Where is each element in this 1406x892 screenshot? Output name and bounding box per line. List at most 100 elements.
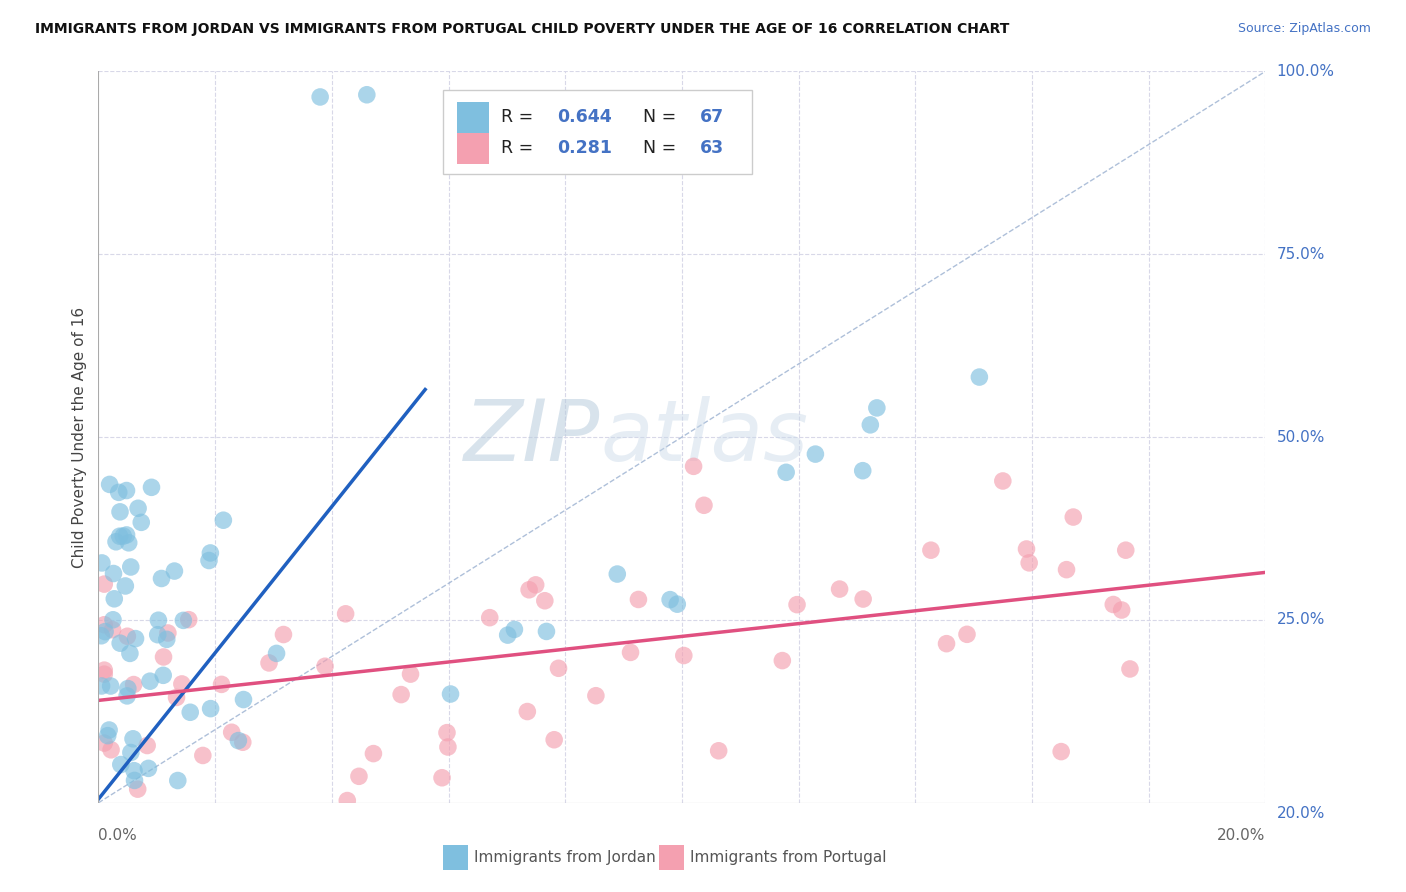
- Text: 100.0%: 100.0%: [1277, 64, 1334, 78]
- Point: [1050, 745, 1073, 759]
- Point: [122, 677, 145, 691]
- Point: [152, 650, 174, 665]
- Point: [1056, 563, 1078, 577]
- Point: [124, 632, 146, 646]
- Point: [585, 689, 607, 703]
- Point: [356, 87, 378, 102]
- Text: IMMIGRANTS FROM JORDAN VS IMMIGRANTS FROM PORTUGAL CHILD POVERTY UNDER THE AGE O: IMMIGRANTS FROM JORDAN VS IMMIGRANTS FRO…: [35, 22, 1010, 37]
- Point: [107, 485, 129, 500]
- Point: [166, 690, 188, 705]
- Point: [172, 613, 194, 627]
- Point: [110, 757, 132, 772]
- Text: 0.644: 0.644: [557, 109, 612, 127]
- Point: [1018, 556, 1040, 570]
- Point: [221, 725, 243, 739]
- Point: [503, 623, 526, 637]
- Text: 75.0%: 75.0%: [1277, 247, 1324, 261]
- Y-axis label: Child Poverty Under the Age of 16: Child Poverty Under the Age of 16: [72, 307, 87, 567]
- Point: [920, 543, 942, 558]
- Point: [1111, 603, 1133, 617]
- Point: [212, 513, 235, 527]
- Text: Immigrants from Jordan: Immigrants from Jordan: [474, 850, 657, 865]
- Text: 63: 63: [699, 139, 724, 157]
- Point: [124, 773, 146, 788]
- Point: [666, 597, 689, 611]
- Text: R =: R =: [501, 139, 538, 157]
- Point: [707, 744, 730, 758]
- Point: [619, 645, 641, 659]
- Point: [1119, 662, 1142, 676]
- Point: [93, 617, 115, 632]
- Point: [496, 628, 519, 642]
- Point: [100, 679, 122, 693]
- Text: N =: N =: [644, 139, 682, 157]
- Point: [93, 667, 115, 681]
- Bar: [457, 133, 489, 163]
- Point: [166, 773, 188, 788]
- Point: [693, 498, 716, 512]
- Point: [399, 667, 422, 681]
- Point: [150, 572, 173, 586]
- Point: [146, 628, 169, 642]
- Point: [436, 725, 458, 739]
- Point: [852, 592, 875, 607]
- Point: [935, 637, 957, 651]
- Point: [101, 623, 124, 637]
- Point: [1115, 543, 1137, 558]
- Point: [198, 553, 221, 567]
- Bar: [658, 846, 685, 870]
- Point: [177, 613, 200, 627]
- FancyBboxPatch shape: [443, 90, 752, 174]
- Point: [347, 769, 370, 783]
- Point: [200, 701, 222, 715]
- Point: [516, 705, 538, 719]
- Point: [108, 505, 131, 519]
- Point: [148, 613, 170, 627]
- Point: [309, 90, 332, 104]
- Point: [90, 679, 112, 693]
- Point: [273, 627, 295, 641]
- Point: [118, 536, 141, 550]
- Point: [115, 483, 138, 498]
- Point: [517, 582, 540, 597]
- Point: [257, 656, 280, 670]
- Point: [156, 632, 179, 647]
- Point: [103, 591, 125, 606]
- Text: Source: ZipAtlas.com: Source: ZipAtlas.com: [1237, 22, 1371, 36]
- Point: [956, 627, 979, 641]
- Text: ZIP: ZIP: [464, 395, 600, 479]
- Point: [117, 629, 139, 643]
- Point: [103, 566, 125, 581]
- Point: [138, 761, 160, 775]
- Point: [105, 534, 128, 549]
- Point: [94, 624, 117, 639]
- Point: [118, 647, 141, 661]
- Point: [127, 501, 149, 516]
- Point: [200, 546, 222, 560]
- Point: [1015, 541, 1038, 556]
- Point: [672, 648, 695, 663]
- Point: [179, 706, 201, 720]
- Point: [547, 661, 569, 675]
- Point: [606, 567, 628, 582]
- Text: R =: R =: [501, 109, 538, 127]
- Text: 0.281: 0.281: [557, 139, 612, 157]
- Point: [115, 689, 138, 703]
- Point: [112, 529, 135, 543]
- Point: [627, 592, 650, 607]
- Point: [314, 659, 336, 673]
- Point: [97, 729, 120, 743]
- Point: [543, 732, 565, 747]
- Point: [866, 401, 889, 415]
- Point: [659, 592, 682, 607]
- Text: 50.0%: 50.0%: [1277, 430, 1324, 444]
- Point: [122, 764, 145, 778]
- Text: 25.0%: 25.0%: [1277, 613, 1324, 627]
- Point: [93, 663, 115, 677]
- Point: [141, 480, 163, 494]
- Point: [115, 528, 138, 542]
- Text: 0.0%: 0.0%: [98, 828, 138, 843]
- Text: 20.0%: 20.0%: [1218, 828, 1265, 843]
- Text: N =: N =: [644, 109, 682, 127]
- Point: [336, 793, 359, 807]
